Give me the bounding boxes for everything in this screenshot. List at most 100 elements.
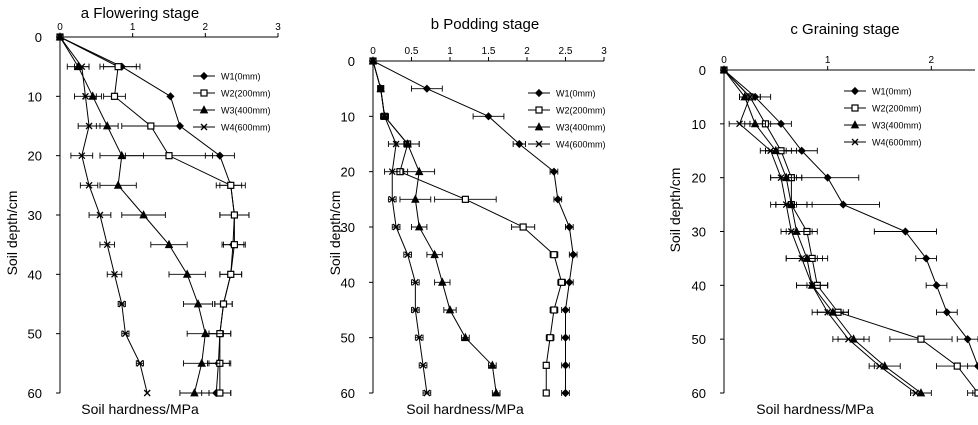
panel-c-legend-marker bbox=[851, 104, 859, 112]
panel-c-w1-point bbox=[797, 146, 806, 155]
panel-a-w2-point bbox=[110, 92, 119, 100]
panel-c-legend-label: W2(200mm) bbox=[872, 104, 922, 114]
panel-b-x-tick-label: 2.5 bbox=[559, 46, 573, 57]
panel-a-legend: W1(0mm) W2(200mm) W3(400mm) W4(600mm) bbox=[193, 72, 271, 133]
panel-b-x-tick-label: 1 bbox=[447, 46, 453, 57]
panel-a-y-tick-label: 0 bbox=[35, 30, 42, 45]
panel-c-legend-marker bbox=[850, 86, 860, 96]
panel-a-w3-point bbox=[117, 150, 127, 160]
panel-a-w2-point bbox=[165, 152, 173, 160]
panel-c-w3-point bbox=[802, 253, 812, 262]
panel-c-w4-point bbox=[824, 308, 832, 316]
panel-c-legend-label: W1(0mm) bbox=[872, 87, 912, 97]
panel-c-w4-point bbox=[912, 389, 920, 397]
panel-a-w4-point bbox=[81, 92, 89, 100]
panel-c-w3-point bbox=[750, 118, 760, 128]
panel-b-w4-point bbox=[392, 140, 400, 148]
panel-b-w1-point bbox=[484, 112, 493, 121]
panel-a-w3-point bbox=[182, 269, 192, 278]
panel-a-y-tick-label: 10 bbox=[28, 89, 42, 104]
panel-c-legend-marker bbox=[851, 138, 859, 146]
panel-b-w4-point bbox=[377, 85, 385, 93]
panel-c-x-tick-label: 0 bbox=[721, 55, 727, 66]
panel-b-w4-point bbox=[392, 223, 400, 231]
panel-a-title: a Flowering stage bbox=[81, 5, 199, 22]
panel-c-w4-point bbox=[876, 362, 883, 370]
panel-b-w1-point bbox=[561, 305, 570, 315]
panel-a-w4-point bbox=[56, 33, 64, 41]
panel-b-w3-point bbox=[411, 194, 420, 203]
panel-c-w4-point bbox=[808, 281, 816, 289]
panel-b-w2-point bbox=[542, 361, 550, 369]
panel-a-w3-point bbox=[102, 121, 112, 130]
panel-c-w4-point bbox=[844, 335, 852, 343]
panel-a-y-tick-label: 20 bbox=[28, 149, 42, 164]
panel-a-legend-label: W2(200mm) bbox=[221, 89, 271, 99]
panel-c-legend-label: W4(600mm) bbox=[872, 138, 922, 148]
panel-b-legend-marker bbox=[534, 88, 544, 98]
panel-c-w4-point bbox=[767, 147, 775, 155]
panel-a: a Flowering stage Soil hardness/MPa Soil… bbox=[4, 5, 281, 417]
panel-b-w4-point bbox=[381, 112, 389, 120]
panel-c-x-tick-label: 1 bbox=[825, 55, 831, 66]
panel-a-w2-point bbox=[219, 300, 228, 308]
panel-b-y-tick-label: 0 bbox=[348, 54, 355, 69]
panel-c-w4-point bbox=[736, 120, 744, 128]
panel-c-series-w3 bbox=[719, 65, 932, 397]
panel-b-w1-point bbox=[561, 333, 570, 342]
panel-a-legend-marker bbox=[200, 123, 208, 131]
panel-c-y-tick-label: 40 bbox=[692, 278, 706, 293]
panel-a-w3-point bbox=[197, 358, 206, 367]
panel-b-w2-point bbox=[550, 306, 558, 314]
panel-c-series-w2 bbox=[720, 66, 978, 397]
panel-b-y-tick-label: 40 bbox=[341, 275, 355, 290]
panel-b-w1-point bbox=[561, 361, 570, 370]
panel-b-w3-point bbox=[461, 332, 470, 342]
panel-b-w3-point bbox=[403, 139, 412, 148]
panel-b-x-tick-label: 1.5 bbox=[482, 46, 496, 57]
panel-b-w3-point bbox=[414, 222, 424, 231]
panel-c-y-tick-label: 0 bbox=[699, 63, 706, 78]
panel-b-x-tick-label: 0.5 bbox=[405, 46, 419, 57]
panel-a-legend-label: W3(400mm) bbox=[221, 106, 271, 116]
panel-a-legend-label: W1(0mm) bbox=[221, 72, 261, 82]
panel-c-w3-point bbox=[787, 199, 796, 208]
panel-a-x-tick-label: 2 bbox=[203, 22, 209, 33]
panel-a-w3-point bbox=[139, 210, 148, 219]
panel-a-w2-point bbox=[147, 122, 155, 130]
panel-c-series-w4 bbox=[720, 66, 922, 397]
panel-a-x-tick-label: 1 bbox=[130, 22, 136, 33]
panel-c-x-tick-label: 2 bbox=[929, 55, 935, 66]
panel-a-w4-point bbox=[111, 270, 118, 278]
panel-a-w4-point bbox=[121, 330, 129, 338]
panel-b-series-w1-line bbox=[372, 60, 574, 393]
panel-a-w4-point bbox=[136, 359, 144, 367]
panel-b-w3-point bbox=[438, 277, 447, 286]
panel-c-w4-point bbox=[782, 201, 790, 209]
panel-b-w4-point bbox=[411, 306, 419, 314]
panel-b-series-w4 bbox=[369, 57, 432, 397]
panel-a-w4-point bbox=[118, 300, 126, 308]
panel-a-legend-label: W4(600mm) bbox=[221, 123, 271, 133]
panel-c-w1-point bbox=[963, 335, 972, 344]
panel-b-w4-point bbox=[419, 361, 427, 369]
panel-b-x-tick-label: 3 bbox=[601, 46, 607, 57]
panel-c-w3-point bbox=[849, 334, 858, 343]
panel-c-title: c Graining stage bbox=[790, 21, 899, 38]
panel-c-w4-point bbox=[787, 228, 795, 235]
panel-a-x-tick-label: 0 bbox=[57, 22, 63, 33]
panel-b: b Podding stage Soil hardness/MPa Soil d… bbox=[327, 16, 607, 417]
panel-b-w4-point bbox=[423, 389, 431, 397]
panel-c-y-tick-label: 10 bbox=[692, 117, 706, 132]
panel-c-x-axis-label: Soil hardness/MPa bbox=[756, 401, 874, 417]
panel-c-w1-point bbox=[942, 308, 951, 317]
panel-a-w4-point bbox=[96, 211, 104, 219]
panel-a-y-axis-label: Soil depth/cm bbox=[4, 191, 20, 276]
panel-c-w3-point bbox=[781, 172, 791, 182]
panel-b-y-tick-label: 10 bbox=[341, 109, 355, 124]
panel-c-legend-label: W3(400mm) bbox=[872, 121, 922, 131]
panel-c-w1-point bbox=[839, 200, 848, 209]
panel-a-w4-point bbox=[78, 152, 86, 160]
panel-b-w3-point bbox=[430, 249, 439, 259]
panel-b-w1-point bbox=[515, 139, 524, 149]
